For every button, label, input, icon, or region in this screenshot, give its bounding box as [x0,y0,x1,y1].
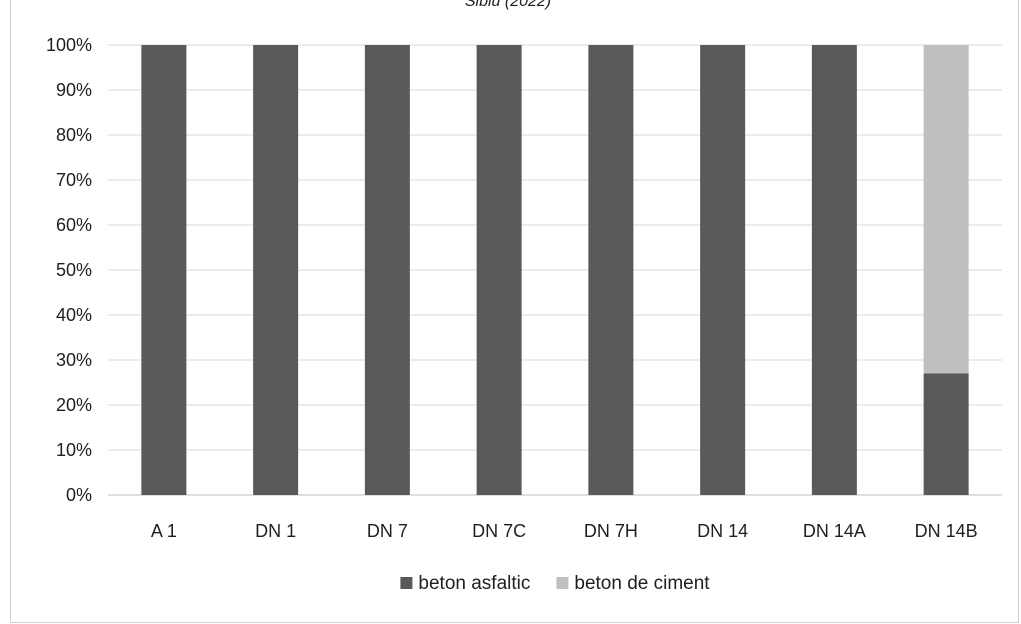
y-tick-label: 80% [56,125,92,145]
x-tick-label: DN 7H [584,521,638,541]
chart-title: Sibiu (2022) [465,0,551,10]
bar-segment [476,45,522,495]
legend-label: beton de ciment [574,573,710,594]
y-tick-label: 20% [56,395,92,415]
bar-segment [253,45,299,495]
bar-segment [141,45,187,495]
chart-frame [10,0,1019,623]
bar-segment [923,373,969,495]
y-tick-label: 10% [56,440,92,460]
bar-segment [588,45,634,495]
legend-item: beton asfaltic [400,573,530,594]
x-axis: A 1 DN 1 DN 7 DN 7C DN 7H DN 14 DN 14A DN 14B [151,521,978,541]
bar-segment [923,45,969,374]
legend-swatch [400,577,413,589]
bar-segment [700,45,746,495]
y-axis: 0% 10% 20% 30% 40% 50% 60% 70% 80% 90% 100% [46,35,92,505]
y-tick-label: 100% [46,35,92,55]
gridlines [108,44,1002,496]
legend-swatch [556,577,569,589]
x-tick-label: DN 14 [697,521,748,541]
x-tick-label: DN 7 [367,521,408,541]
legend: beton asfaltic beton de ciment [400,573,710,594]
x-tick-label: DN 14B [915,521,978,541]
y-tick-label: 50% [56,260,92,280]
x-tick-label: A 1 [151,521,177,541]
y-tick-label: 40% [56,305,92,325]
y-tick-label: 60% [56,215,92,235]
y-tick-label: 30% [56,350,92,370]
x-tick-label: DN 1 [255,521,296,541]
y-tick-label: 90% [56,80,92,100]
x-tick-label: DN 14A [803,521,866,541]
y-tick-label: 0% [66,485,92,505]
bar-segment [811,45,857,495]
legend-item: beton de ciment [556,573,710,594]
bars [141,45,969,495]
y-tick-label: 70% [56,170,92,190]
bar-segment [364,45,410,495]
x-tick-label: DN 7C [472,521,526,541]
legend-label: beton asfaltic [418,573,530,594]
